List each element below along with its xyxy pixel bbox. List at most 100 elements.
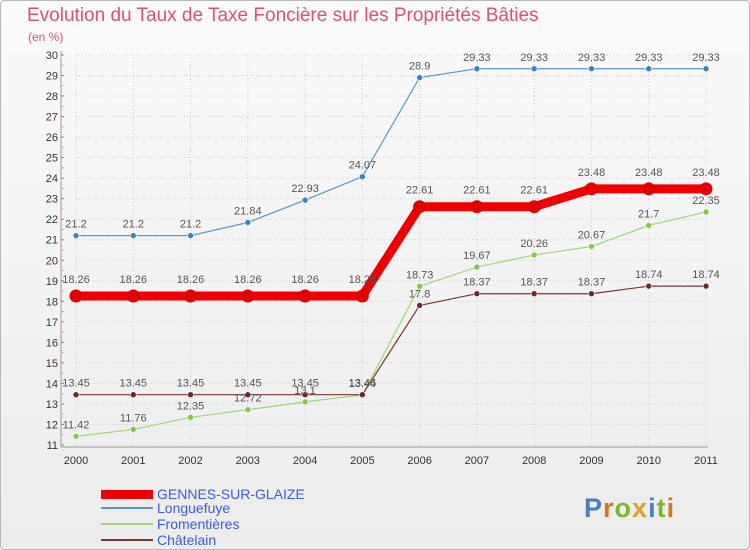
legend-item-fromentieres: Fromentières <box>101 516 239 532</box>
y-tick-label: 18 <box>46 296 58 308</box>
y-tick-label: 24 <box>46 173 58 185</box>
legend-swatch-chatelain <box>101 539 153 541</box>
data-label-gennes-sur-glaize: 22.61 <box>406 185 434 197</box>
data-label-fromentieres: 20.67 <box>578 230 606 242</box>
data-point-gennes-sur-glaize <box>126 289 140 303</box>
data-point-longuefuye <box>244 219 252 226</box>
y-tick-label: 13 <box>46 399 58 411</box>
data-label-chatelain: 13.45 <box>291 378 319 390</box>
data-label-gennes-sur-glaize: 23.48 <box>578 167 606 179</box>
data-label-longuefuye: 21.84 <box>234 205 262 217</box>
data-label-fromentieres: 18.73 <box>406 269 434 281</box>
data-point-chatelain <box>702 282 710 290</box>
data-label-longuefuye: 29.33 <box>578 52 606 64</box>
legend-label-chatelain: Châtelain <box>157 532 217 548</box>
legend-item-chatelain: Châtelain <box>101 532 216 548</box>
data-point-chatelain <box>530 290 538 298</box>
x-tick-label: 2004 <box>293 455 317 467</box>
data-label-gennes-sur-glaize: 18.26 <box>62 274 90 286</box>
data-point-longuefuye <box>645 65 653 73</box>
data-label-longuefuye: 29.33 <box>463 52 491 64</box>
data-point-chatelain <box>645 282 653 290</box>
data-point-longuefuye <box>530 65 538 73</box>
data-point-fromentieres <box>645 222 653 229</box>
logo-letter: t <box>656 493 667 523</box>
data-label-fromentieres: 11.76 <box>120 412 147 424</box>
data-label-longuefuye: 28.9 <box>409 61 430 73</box>
data-point-fromentieres <box>129 426 137 433</box>
data-point-chatelain <box>187 391 194 399</box>
data-point-gennes-sur-glaize <box>298 289 312 303</box>
data-label-gennes-sur-glaize: 18.26 <box>120 274 148 286</box>
data-label-chatelain: 13.45 <box>177 378 205 390</box>
data-label-chatelain: 18.74 <box>635 269 663 281</box>
data-point-gennes-sur-glaize <box>470 200 484 214</box>
series-lines <box>69 65 713 440</box>
tick-labels: 11 12 13 14 15 16 17 18 19 20 21 22 23 24 25 26 27 28 29 30… <box>46 50 718 467</box>
data-point-fromentieres <box>473 263 481 271</box>
grid <box>75 54 707 446</box>
data-point-gennes-sur-glaize <box>527 200 541 214</box>
legend-swatch-gennes <box>101 489 153 499</box>
data-label-gennes-sur-glaize: 23.48 <box>692 167 720 179</box>
y-tick-label: 11 <box>47 440 58 452</box>
data-point-fromentieres <box>416 283 423 290</box>
data-label-longuefuye: 29.33 <box>692 52 720 64</box>
data-point-longuefuye <box>416 74 423 81</box>
y-tick-label: 25 <box>46 153 58 165</box>
data-label-fromentieres: 21.7 <box>638 208 659 220</box>
data-label-fromentieres: 22.35 <box>692 195 720 207</box>
data-point-gennes-sur-glaize <box>584 182 598 196</box>
data-label-fromentieres: 13.1 <box>294 385 315 397</box>
y-tick-label: 14 <box>46 378 58 390</box>
data-label-longuefuye: 24.07 <box>349 160 377 172</box>
data-label-longuefuye: 29.33 <box>635 52 663 64</box>
logo-letter: i <box>648 493 657 523</box>
x-tick-label: 2005 <box>350 455 374 467</box>
data-point-gennes-sur-glaize <box>699 182 713 196</box>
legend-label-longuefuye: Longuefuye <box>157 500 231 516</box>
data-point-fromentieres <box>530 251 538 259</box>
logo-letter: i <box>666 493 676 523</box>
unit-label: (en %) <box>28 30 64 44</box>
data-point-longuefuye <box>473 65 481 73</box>
x-tick-label: 2011 <box>694 455 718 467</box>
data-point-fromentieres <box>702 208 710 216</box>
data-label-longuefuye: 21.2 <box>65 219 86 231</box>
data-label-fromentieres: 19.67 <box>463 250 491 262</box>
data-label-longuefuye: 22.93 <box>291 183 319 195</box>
data-label-gennes-sur-glaize: 22.61 <box>463 185 491 197</box>
y-tick-label: 27 <box>46 112 58 124</box>
data-label-gennes-sur-glaize: 18.26 <box>234 274 262 286</box>
data-label-longuefuye: 21.2 <box>123 219 144 231</box>
data-label-chatelain: 18.37 <box>520 277 548 289</box>
data-label-fromentieres: 12.35 <box>177 400 205 412</box>
y-tick-label: 12 <box>46 419 58 431</box>
y-tick-label: 23 <box>46 194 58 206</box>
data-point-fromentieres <box>301 398 309 406</box>
logo-letter: r <box>603 493 615 523</box>
y-tick-label: 28 <box>46 91 58 103</box>
x-tick-label: 2006 <box>407 455 431 467</box>
legend-item-gennes: GENNES-SUR-GLAIZE <box>101 486 305 502</box>
data-label-gennes-sur-glaize: 18.26 <box>291 274 319 286</box>
data-label-chatelain: 18.74 <box>692 269 720 281</box>
data-label-chatelain: 13.45 <box>62 378 90 390</box>
logo-letter: o <box>614 493 633 523</box>
y-tick-label: 20 <box>46 255 58 267</box>
x-tick-label: 2000 <box>64 455 88 467</box>
series-line-fromentieres <box>75 211 707 437</box>
data-point-longuefuye <box>702 65 710 73</box>
series-line-longuefuye <box>76 68 706 237</box>
legend-label-gennes: GENNES-SUR-GLAIZE <box>157 486 305 502</box>
data-point-chatelain <box>416 302 423 309</box>
data-label-longuefuye: 21.2 <box>180 219 201 231</box>
data-label-fromentieres: 20.26 <box>520 238 548 250</box>
data-point-gennes-sur-glaize <box>69 289 83 303</box>
data-point-chatelain <box>129 391 137 399</box>
x-tick-label: 2010 <box>636 455 660 467</box>
data-point-gennes-sur-glaize <box>184 289 198 303</box>
x-tick-label: 2007 <box>465 455 489 467</box>
